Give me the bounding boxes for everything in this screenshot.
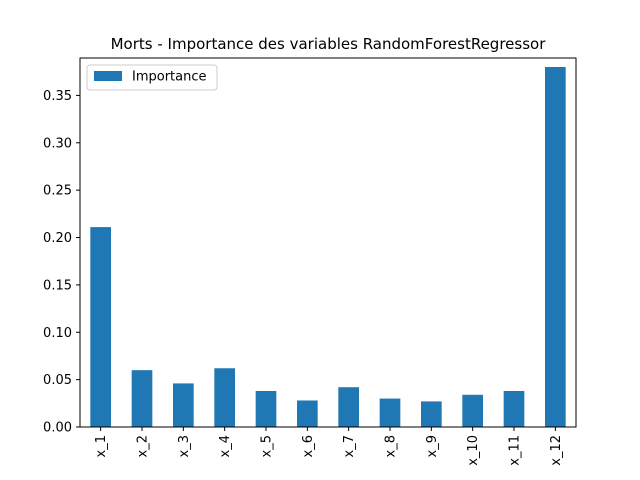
x-tick-label: x_4 bbox=[218, 435, 233, 457]
x-tick-label: x_1 bbox=[94, 435, 109, 457]
x-tick-label: x_9 bbox=[425, 435, 440, 457]
y-tick-label: 0.00 bbox=[43, 421, 72, 436]
bar-x-5 bbox=[255, 391, 277, 427]
x-tick-label: x_6 bbox=[301, 435, 316, 457]
x-tick-label: x_5 bbox=[260, 435, 275, 457]
bar-x-4 bbox=[214, 368, 235, 427]
y-tick-label: 0.35 bbox=[43, 89, 72, 104]
y-axis: 0.00 0.05 0.10 0.15 0.20 0.25 0.30 0.35 bbox=[43, 89, 80, 436]
bar-x-7 bbox=[338, 387, 359, 427]
legend-label: Importance bbox=[132, 70, 207, 85]
bar-x-11 bbox=[503, 391, 525, 427]
y-tick-label: 0.25 bbox=[43, 184, 72, 199]
x-tick-label: x_7 bbox=[342, 435, 357, 457]
chart-title: Morts - Importance des variables RandomF… bbox=[111, 35, 547, 53]
x-axis: x_1 x_2 x_3 x_4 x_5 x_6 x_7 x_8 x_9 x_10 x_11 x_12 bbox=[94, 427, 564, 466]
bar-x-10 bbox=[462, 394, 483, 427]
bars-group bbox=[90, 67, 566, 427]
y-tick-label: 0.10 bbox=[43, 326, 72, 341]
bar-x-12 bbox=[545, 67, 566, 427]
legend-swatch bbox=[94, 71, 122, 81]
x-tick-label: x_2 bbox=[136, 435, 151, 457]
x-tick-label: x_10 bbox=[466, 435, 481, 466]
y-tick-label: 0.15 bbox=[43, 278, 72, 293]
y-tick-label: 0.05 bbox=[43, 373, 72, 388]
legend: Importance bbox=[86, 64, 218, 91]
x-tick-label: x_3 bbox=[177, 435, 192, 457]
plot-frame bbox=[79, 57, 577, 428]
bar-x-8 bbox=[379, 398, 401, 427]
x-tick-label: x_11 bbox=[508, 435, 523, 466]
bar-x-2 bbox=[131, 370, 153, 427]
bar-x-9 bbox=[421, 401, 442, 427]
bar-x-3 bbox=[173, 383, 194, 427]
bar-x-6 bbox=[297, 400, 318, 427]
x-tick-label: x_8 bbox=[384, 435, 399, 457]
x-tick-label: x_12 bbox=[549, 435, 564, 466]
y-tick-label: 0.30 bbox=[43, 136, 72, 151]
bar-x-1 bbox=[90, 227, 111, 427]
y-tick-label: 0.20 bbox=[43, 231, 72, 246]
